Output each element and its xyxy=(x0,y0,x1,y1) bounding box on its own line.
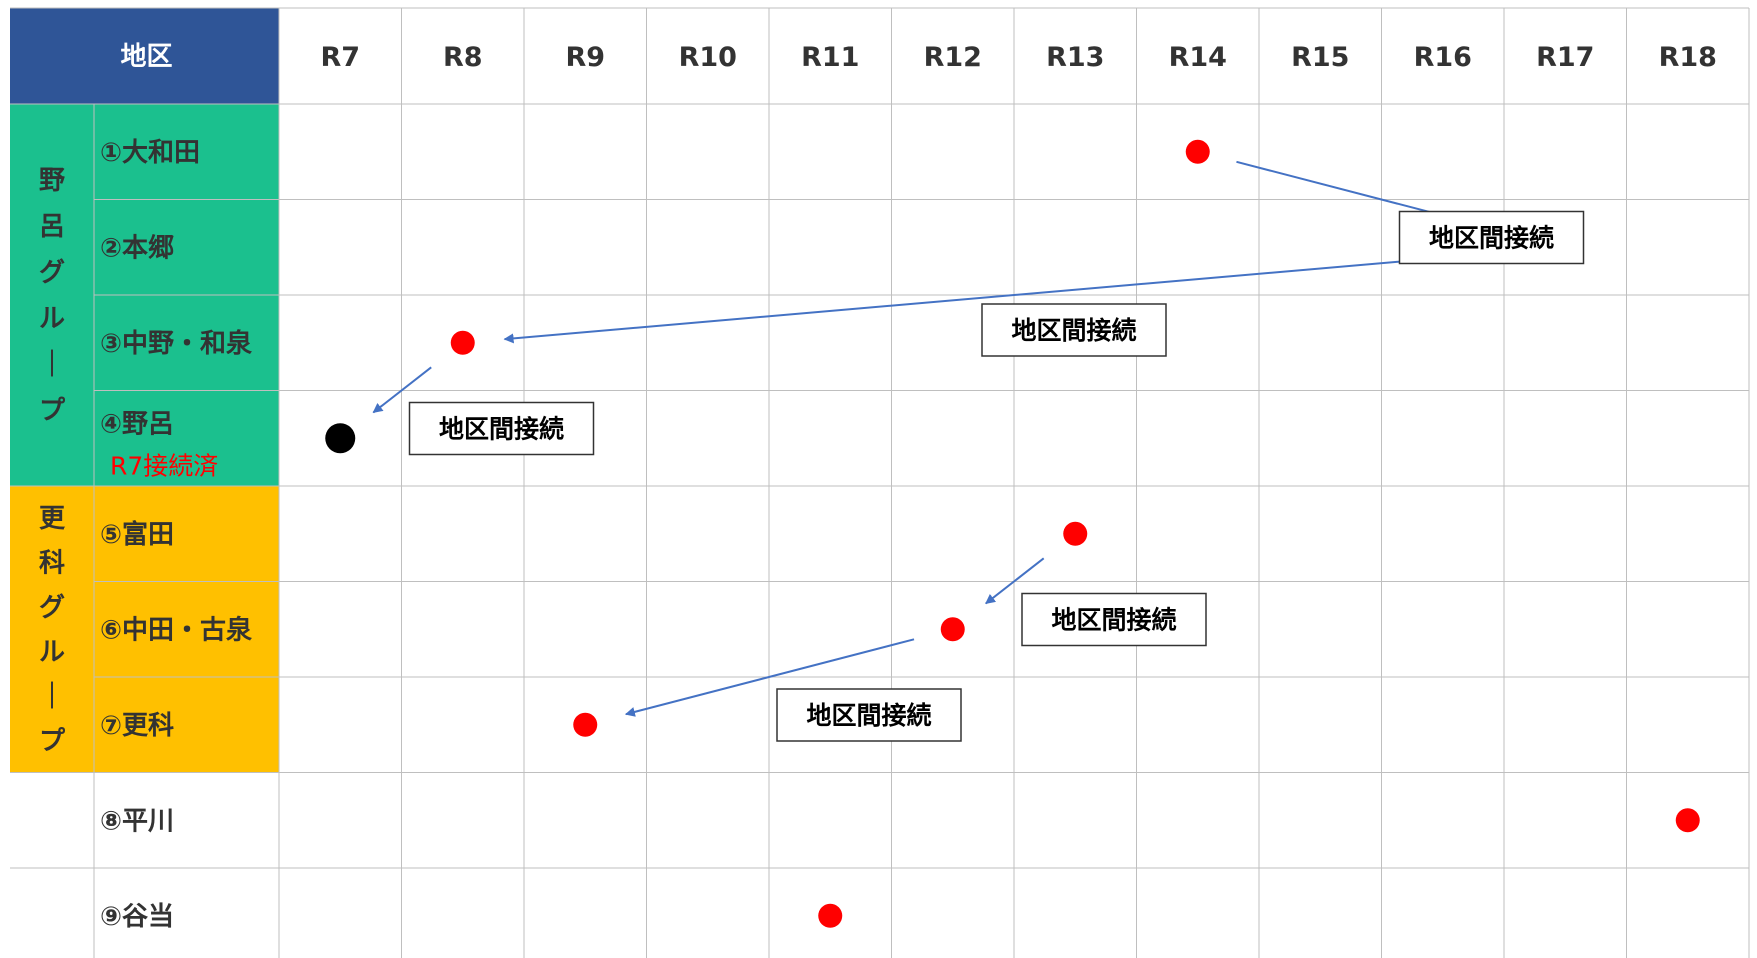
header-year-R7: R7 xyxy=(320,42,360,73)
header-district-cell xyxy=(10,8,279,104)
header-year-R17: R17 xyxy=(1536,42,1594,73)
district-label: ②本郷 xyxy=(100,233,174,263)
header-year-R11: R11 xyxy=(801,42,859,73)
connection-label-box xyxy=(1398,210,1585,265)
connection-arrow xyxy=(624,638,915,717)
connection-label-box xyxy=(981,303,1167,357)
district-label: ⑤富田 xyxy=(100,519,174,550)
district-label: ⑧平川 xyxy=(100,806,174,836)
connection-label: 地区間接続 xyxy=(806,701,931,730)
schedule-marker xyxy=(573,712,598,737)
connection-label-box xyxy=(1021,592,1207,647)
connection-label-box xyxy=(408,401,595,456)
schedule-marker xyxy=(450,330,475,355)
connection-arrow xyxy=(503,249,1526,344)
header-year-R14: R14 xyxy=(1169,42,1227,73)
schedule-marker xyxy=(1063,521,1088,546)
header-year-R8: R8 xyxy=(443,42,483,73)
group-label-0: 野呂グル｜プ xyxy=(39,166,66,426)
connection-label: 地区間接続 xyxy=(1429,224,1554,253)
header-year-R12: R12 xyxy=(924,42,982,73)
connected-marker xyxy=(325,423,356,454)
connection-label-box xyxy=(776,688,962,742)
schedule-marker xyxy=(940,617,965,642)
connection-label: 地区間接続 xyxy=(1051,606,1176,635)
group-label-1: 更科グル｜プ xyxy=(39,504,66,756)
connection-label: 地区間接続 xyxy=(439,415,564,444)
schedule-marker xyxy=(1675,808,1700,833)
district-note: R7接続済 xyxy=(110,451,218,480)
connection-label: 地区間接続 xyxy=(1011,316,1136,345)
district-label: ④野呂 xyxy=(100,409,174,439)
district-label: ①大和田 xyxy=(100,138,200,168)
connection-arrow xyxy=(372,366,432,414)
header-year-R18: R18 xyxy=(1659,42,1717,73)
schedule-marker xyxy=(1185,139,1210,164)
header-year-R13: R13 xyxy=(1046,42,1104,73)
district-label: ⑦更科 xyxy=(100,711,174,741)
header-year-R9: R9 xyxy=(565,42,605,73)
district-label: ⑨谷当 xyxy=(100,902,174,932)
district-label: ⑥中田・古泉 xyxy=(100,614,253,645)
header-year-R10: R10 xyxy=(679,42,737,73)
header-year-R16: R16 xyxy=(1414,42,1472,73)
connection-arrow xyxy=(985,557,1045,605)
header-district-label: 地区 xyxy=(120,42,172,72)
header-year-R15: R15 xyxy=(1291,42,1349,73)
group-background-1 xyxy=(10,486,279,773)
schedule-marker xyxy=(818,903,843,928)
district-label: ③中野・和泉 xyxy=(100,328,253,359)
